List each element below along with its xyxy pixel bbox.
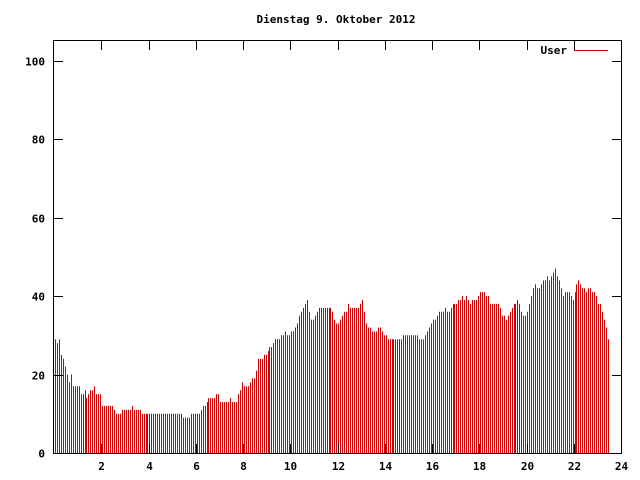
chart-title: Dienstag 9. Oktober 2012 — [257, 13, 416, 26]
x-tick-label: 6 — [193, 460, 200, 473]
x-tick-label: 24 — [615, 460, 629, 473]
legend-label-user: User — [541, 44, 568, 57]
x-tick-label: 10 — [284, 460, 297, 473]
y-tick-label: 0 — [38, 448, 45, 461]
x-tick-label: 16 — [426, 460, 440, 473]
axis-ticks — [54, 41, 622, 454]
x-tick-label: 4 — [146, 460, 153, 473]
x-tick-label: 18 — [473, 460, 486, 473]
x-tick-label: 2 — [98, 460, 105, 473]
plot-frame — [53, 40, 622, 454]
x-tick-label: 22 — [568, 460, 581, 473]
y-tick-label: 40 — [32, 291, 45, 304]
x-tick-label: 12 — [332, 460, 345, 473]
x-tick-label: 14 — [379, 460, 393, 473]
y-tick-label: 100 — [25, 56, 45, 69]
y-tick-label: 60 — [32, 213, 45, 226]
x-tick-label: 8 — [240, 460, 247, 473]
bar-series-user — [55, 268, 609, 453]
y-tick-label: 20 — [32, 370, 45, 383]
legend: User — [541, 44, 608, 57]
x-tick-label: 20 — [521, 460, 534, 473]
y-tick-label: 80 — [32, 134, 45, 147]
